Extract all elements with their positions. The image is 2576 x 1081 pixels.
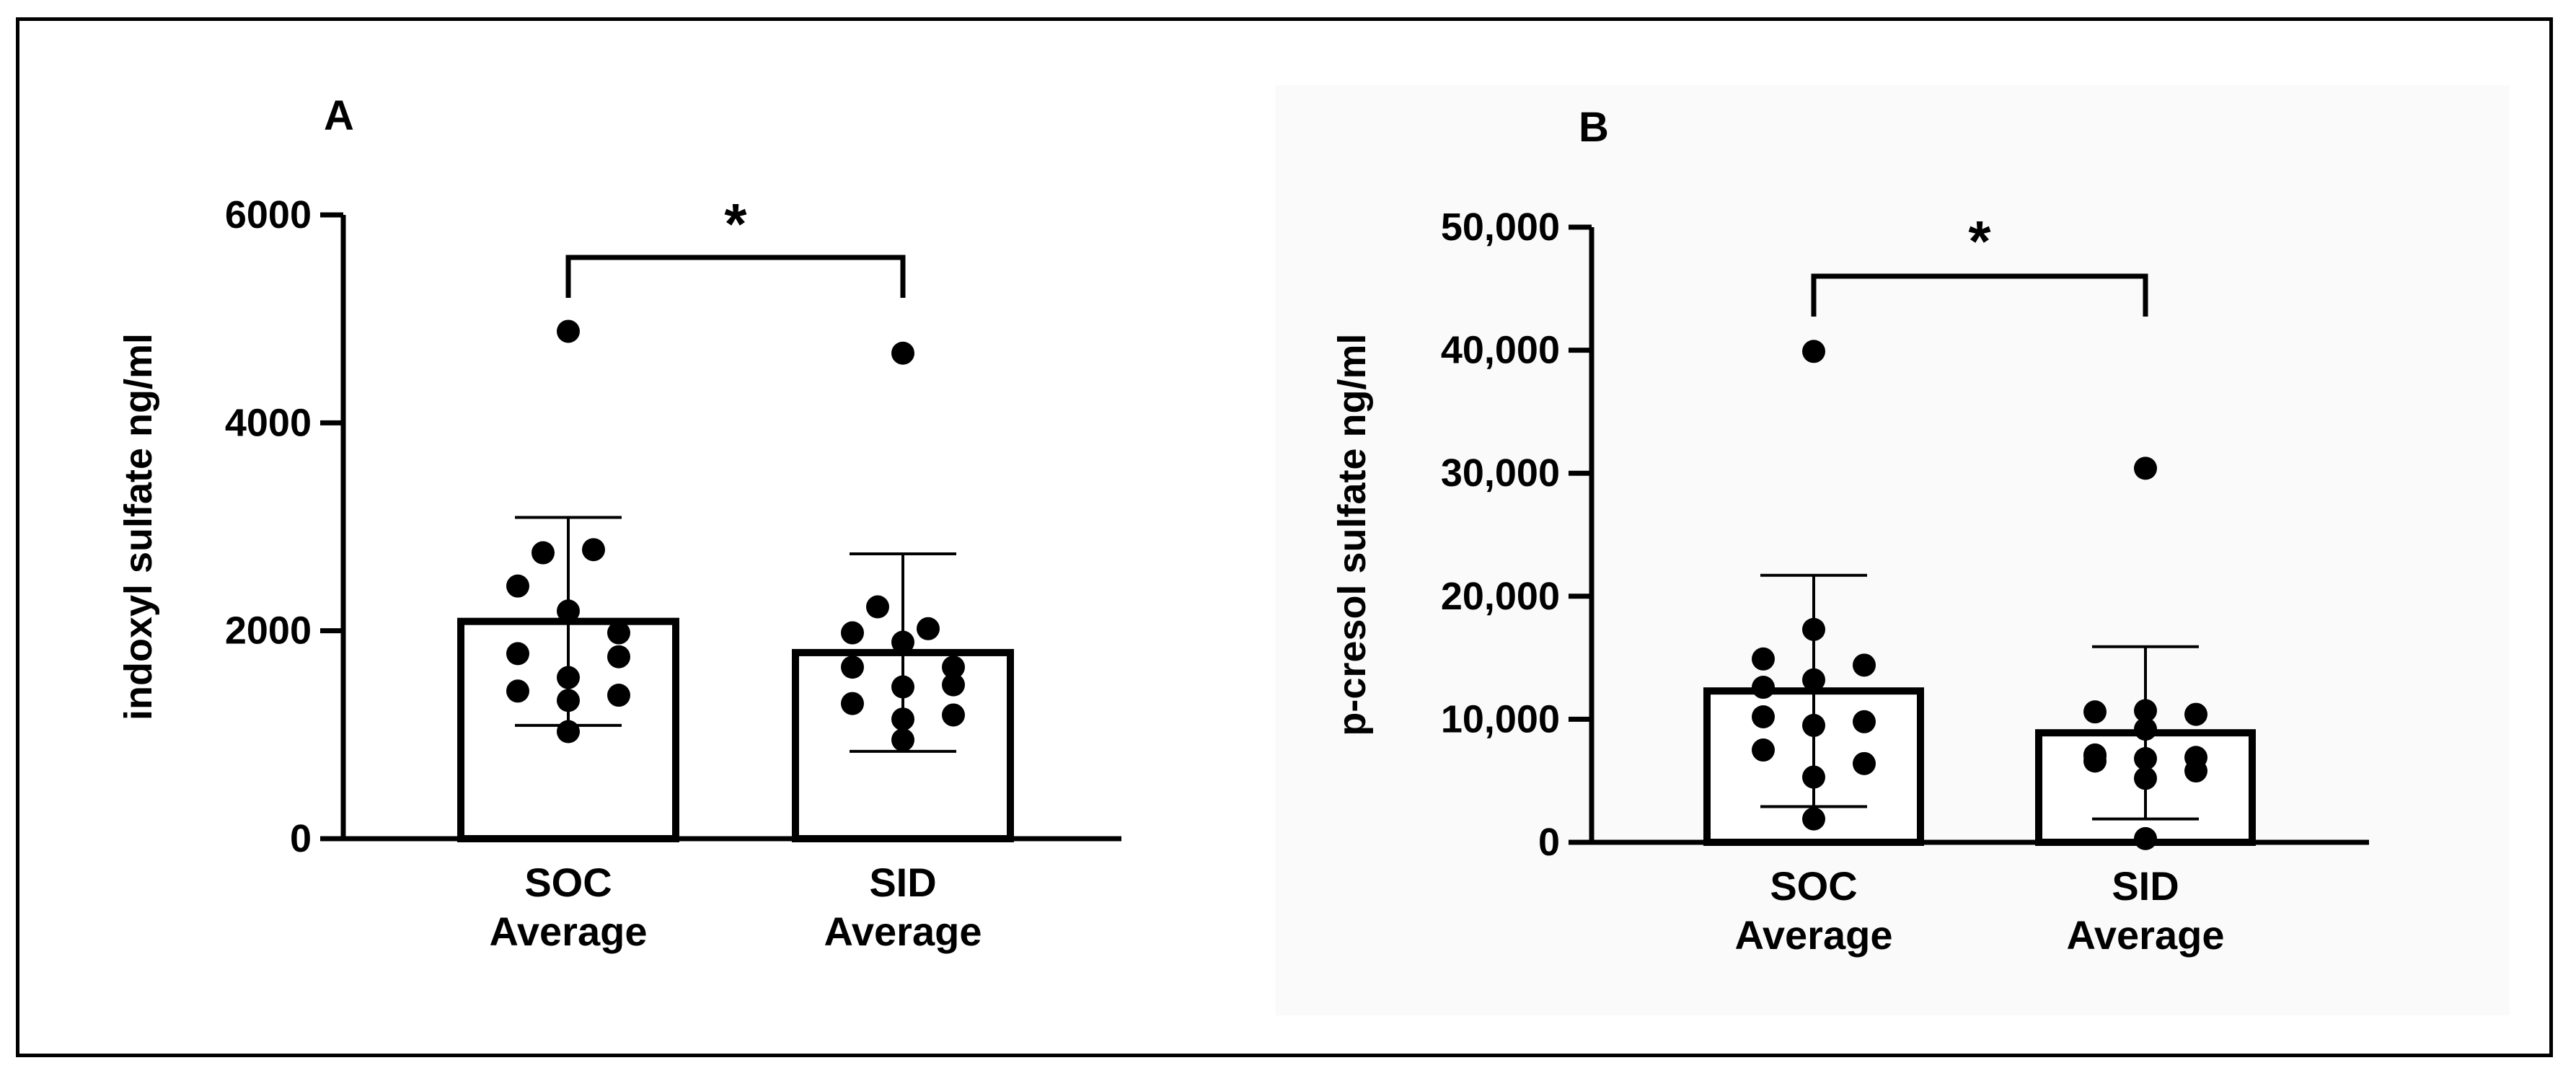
data-point: [607, 645, 630, 669]
data-point: [2134, 718, 2157, 741]
data-point: [841, 692, 864, 715]
panel-label: B: [1579, 104, 1609, 151]
data-point: [2134, 826, 2157, 850]
y-tick-label: 20,000: [1441, 575, 1560, 618]
data-point: [2134, 746, 2157, 770]
data-point: [1802, 617, 1825, 641]
data-point: [1853, 653, 1876, 677]
data-point: [2083, 700, 2107, 724]
data-point: [891, 728, 914, 752]
data-point: [866, 595, 889, 619]
data-point: [1802, 765, 1825, 789]
x-tick-label: SOC: [1770, 863, 1857, 909]
data-point: [1752, 647, 1775, 671]
x-tick-label: SID: [2112, 863, 2179, 909]
data-point: [841, 656, 864, 679]
data-point: [582, 538, 605, 562]
x-tick-label: SOC: [524, 860, 612, 905]
x-tick-label: Average: [2067, 912, 2225, 958]
data-point: [942, 703, 965, 727]
data-point: [1802, 807, 1825, 831]
y-axis-label: indoxyl sulfate ng/ml: [117, 333, 160, 720]
data-point: [891, 675, 914, 699]
data-point: [1752, 676, 1775, 700]
y-tick-label: 30,000: [1441, 451, 1560, 495]
data-point: [1802, 668, 1825, 692]
data-point: [557, 720, 580, 744]
y-tick-label: 50,000: [1441, 206, 1560, 249]
data-point: [1853, 710, 1876, 733]
data-point: [942, 673, 965, 697]
data-point: [2184, 702, 2207, 726]
significance-marker: *: [1968, 209, 1991, 273]
data-point: [557, 666, 580, 689]
y-tick-label: 40,000: [1441, 329, 1560, 372]
data-point: [841, 621, 864, 645]
y-tick-label: 4000: [225, 401, 312, 444]
significance-marker: *: [724, 192, 747, 256]
data-point: [1752, 705, 1775, 728]
data-point: [506, 574, 529, 598]
data-point: [557, 689, 580, 712]
y-tick-label: 0: [290, 817, 312, 860]
data-point: [607, 684, 630, 707]
data-point: [557, 599, 580, 623]
x-tick-label: SID: [869, 860, 936, 905]
data-point: [2134, 699, 2157, 723]
panel-label: A: [324, 92, 354, 139]
y-tick-label: 6000: [225, 193, 312, 237]
data-point: [607, 621, 630, 645]
data-point: [2134, 767, 2157, 790]
y-tick-label: 0: [1538, 821, 1560, 864]
data-point: [917, 617, 940, 640]
y-tick-label: 10,000: [1441, 697, 1560, 741]
data-point: [2083, 749, 2107, 773]
data-point: [557, 319, 580, 343]
data-point: [2184, 759, 2207, 783]
y-tick-label: 2000: [225, 609, 312, 653]
data-point: [1802, 340, 1825, 363]
data-point: [891, 341, 914, 365]
data-point: [891, 707, 914, 731]
panel-b-background: [1275, 85, 2510, 1015]
data-point: [2134, 456, 2157, 480]
x-tick-label: Average: [1735, 912, 1893, 958]
data-point: [531, 541, 555, 565]
data-point: [942, 656, 965, 679]
x-tick-label: Average: [824, 909, 982, 954]
significance-bracket: [565, 255, 906, 298]
data-point: [891, 630, 914, 654]
y-axis-label: p-cresol sulfate ng/ml: [1331, 333, 1374, 736]
data-point: [1752, 738, 1775, 762]
data-point: [1802, 713, 1825, 737]
data-point: [506, 679, 529, 703]
data-point: [506, 642, 529, 666]
panel-b: Bp-cresol sulfate ng/ml 0 10,000 20,000 30,0…: [1331, 104, 2369, 958]
x-tick-label: Average: [490, 909, 648, 954]
significance-bracket: [1811, 273, 2148, 317]
data-point: [1853, 751, 1876, 775]
